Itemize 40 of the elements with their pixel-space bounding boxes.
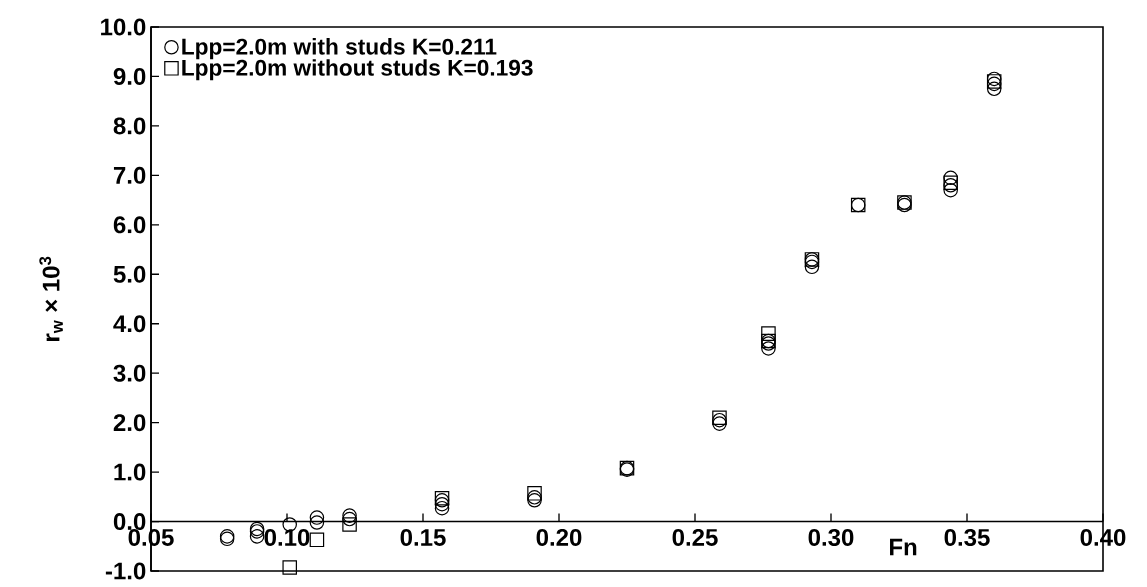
point (249, 529, 265, 544)
point (943, 182, 958, 198)
y-tick-label: 2.0 (113, 414, 146, 432)
y-tick-label: -1.0 (105, 562, 146, 580)
x-tick-label: 0.15 (400, 528, 446, 546)
point (309, 532, 325, 548)
y-tick-label: 10.0 (101, 18, 146, 36)
y-tick-label: 9.0 (113, 67, 146, 85)
y-tick-label: 5.0 (113, 265, 146, 283)
point (342, 508, 357, 523)
point (761, 326, 776, 341)
y-tick-label: 1.0 (114, 463, 146, 481)
y-tick-label: 4.0 (113, 315, 146, 333)
y-tick-label: 0.0 (113, 513, 146, 531)
point (712, 416, 727, 431)
x-tick-label: 0.10 (264, 528, 310, 546)
point (342, 517, 357, 532)
legend-label: Lpp=2.0m without studs K=0.193 (182, 59, 533, 81)
y-tick-label: 3.0 (113, 364, 146, 382)
point (434, 496, 450, 512)
point (761, 341, 776, 356)
point (804, 259, 820, 275)
legend-label: Lpp=2.0m with studs K=0.211 (182, 38, 497, 60)
y-tick-label: 7.0 (113, 166, 146, 184)
y-axis-title: r$_{w}$ × 10$^{3}$ (39, 256, 63, 341)
x-axis-title: Fn (890, 538, 917, 556)
point (309, 515, 325, 530)
x-tick-label: 0.20 (536, 528, 582, 546)
point (986, 81, 1002, 97)
point (434, 500, 450, 516)
point (527, 486, 542, 501)
y-tick-label: 6.0 (113, 216, 146, 234)
point (943, 170, 958, 186)
point (282, 560, 297, 575)
y-tick-label: 8.0 (113, 117, 146, 135)
x-tick-label: 0.25 (672, 528, 718, 546)
x-tick-label: 0.30 (808, 528, 854, 546)
x-tick-label: 0.35 (944, 528, 990, 546)
point (342, 511, 357, 527)
point (309, 510, 325, 525)
